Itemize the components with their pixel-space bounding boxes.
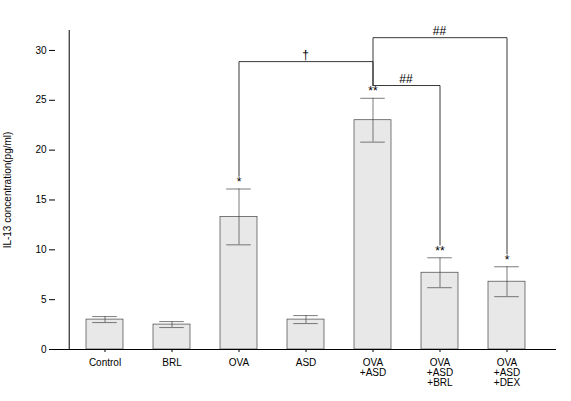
svg-text:ASD: ASD [296,357,317,368]
svg-text:OVA: OVA [229,357,250,368]
svg-text:##: ## [399,72,413,86]
svg-text:**: ** [368,84,378,98]
svg-text:*: * [237,175,242,189]
svg-text:25: 25 [35,94,47,105]
svg-text:0: 0 [41,344,47,355]
svg-text:15: 15 [35,194,47,205]
svg-text:*: * [505,253,510,267]
svg-text:OVA+ASD+BRL: OVA+ASD+BRL [427,357,453,388]
svg-text:BRL: BRL [162,357,182,368]
svg-text:**: ** [435,244,445,258]
svg-text:10: 10 [35,244,47,255]
svg-text:IL-13 concentration(pg/ml): IL-13 concentration(pg/ml) [2,132,13,249]
svg-text:OVA+ASD: OVA+ASD [360,357,386,378]
svg-text:##: ## [433,24,447,38]
svg-text:5: 5 [41,294,47,305]
svg-text:†: † [302,48,309,62]
svg-text:30: 30 [35,45,47,56]
svg-text:OVA+ASD+DEX: OVA+ASD+DEX [494,357,521,388]
svg-text:Control: Control [89,357,121,368]
svg-text:20: 20 [35,144,47,155]
